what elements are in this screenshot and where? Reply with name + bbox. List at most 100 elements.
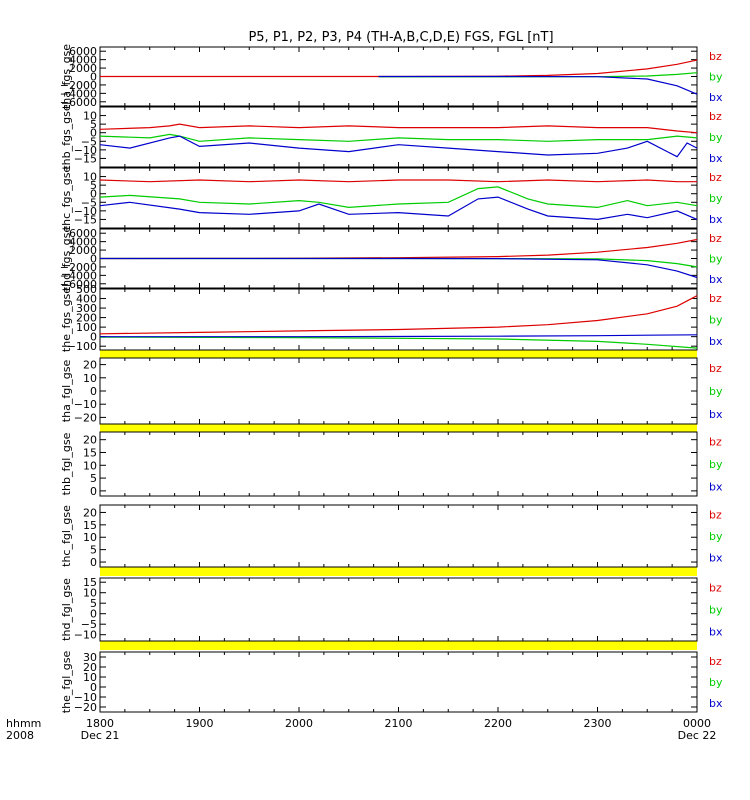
legend-bx: bx [709, 480, 723, 493]
legend-bz: bz [709, 171, 722, 184]
chart-title: P5, P1, P2, P3, P4 (TH-A,B,C,D,E) FGS, F… [248, 30, 553, 45]
x-tick-label: 2000 [285, 717, 313, 730]
y-tick-label: 5 [90, 472, 97, 485]
series-line-by [99, 336, 698, 349]
y-tick-label: −10 [74, 205, 97, 218]
y-tick-label: 20 [83, 661, 97, 674]
y-tick-label: 30 [83, 651, 97, 664]
y-tick-label: 4000 [69, 54, 97, 67]
y-tick-label: 100 [76, 321, 97, 334]
y-tick-label: −5 [81, 618, 97, 631]
y-tick-label: 10 [83, 671, 97, 684]
xaxis-left-sub: 2008 [6, 729, 34, 742]
legend-bz: bz [709, 50, 722, 63]
panel-ylabel: thd_fgs_gse [60, 226, 73, 292]
y-tick-label: 20 [83, 434, 97, 447]
y-tick-label: −2000 [60, 261, 97, 274]
x-tick-label: 2300 [584, 717, 612, 730]
legend-bz: bz [709, 655, 722, 668]
series-line-by [100, 257, 698, 268]
y-tick-label: 0 [90, 253, 97, 266]
panel-frame [99, 504, 698, 568]
x-tick-label: 0000 [683, 717, 711, 730]
legend-bx: bx [709, 697, 723, 710]
y-tick-label: 0 [90, 681, 97, 694]
legend-by: by [709, 676, 723, 689]
y-tick-label: −10 [74, 691, 97, 704]
y-tick-label: 2000 [69, 244, 97, 257]
x-tick-label: 2200 [484, 717, 512, 730]
panel-separator-band [100, 350, 697, 358]
series-line-bz [100, 59, 698, 78]
series-line-bz [99, 238, 698, 260]
y-tick-label: 5 [90, 597, 97, 610]
legend-bx: bx [709, 91, 723, 104]
y-tick-label: 0 [90, 331, 97, 344]
y-tick-label: 10 [83, 459, 97, 472]
y-tick-label: 10 [83, 110, 97, 123]
series-line-bz [99, 179, 697, 183]
y-tick-label: −15 [74, 152, 97, 165]
y-tick-label: 0 [90, 71, 97, 84]
y-tick-label: 10 [83, 171, 97, 184]
panel-ylabel: tha_fgl_gse [60, 360, 73, 423]
panel-ylabel: the_fgl_gse [60, 651, 73, 714]
y-tick-label: −4000 [60, 87, 97, 100]
legend-by: by [709, 71, 723, 84]
legend-bx: bx [709, 626, 723, 639]
series-line-bx [100, 334, 698, 338]
y-tick-label: 5 [90, 118, 97, 131]
legend-bx: bx [709, 552, 723, 565]
y-tick-label: 15 [83, 446, 97, 459]
y-tick-label: 0 [90, 608, 97, 621]
y-tick-label: −4000 [60, 269, 97, 282]
panel-separator-band [100, 567, 697, 576]
legend-bz: bz [709, 110, 722, 123]
series-line-by [99, 186, 698, 209]
y-tick-label: −100 [67, 340, 97, 353]
panel-ylabel: tha_fgs_gse [60, 44, 73, 109]
xaxis-left-label: hhmm [6, 717, 41, 730]
y-tick-label: 6000 [69, 45, 97, 58]
y-tick-label: 20 [83, 359, 97, 372]
y-tick-label: 20 [83, 506, 97, 519]
y-tick-label: 5 [90, 179, 97, 192]
x-tick-label: 1800 [86, 717, 114, 730]
y-tick-label: 2000 [69, 62, 97, 75]
legend-by: by [709, 192, 723, 205]
legend-bz: bz [709, 232, 722, 245]
series-line-bx [99, 196, 698, 221]
legend-by: by [709, 253, 723, 266]
panel-ylabel: thb_fgl_gse [60, 432, 73, 495]
legend-by: by [709, 530, 723, 543]
legend-by: by [709, 385, 723, 398]
y-tick-label: 0 [90, 556, 97, 569]
y-tick-label: 5 [90, 544, 97, 557]
y-tick-label: 10 [83, 531, 97, 544]
y-tick-label: −6000 [60, 96, 97, 109]
legend-by: by [709, 131, 723, 144]
legend-by: by [709, 314, 723, 327]
y-tick-label: −10 [74, 144, 97, 157]
y-tick-label: 200 [76, 312, 97, 325]
legend-bx: bx [709, 152, 723, 165]
panel-ylabel: the_fgs_gse [60, 287, 73, 352]
y-tick-label: −20 [74, 701, 97, 714]
panel-frame [99, 577, 698, 642]
series-line-bx [100, 257, 698, 279]
y-tick-label: −6000 [60, 278, 97, 291]
panel-separator-band [100, 424, 697, 432]
panel-separator-band [100, 641, 697, 650]
legend-bx: bx [709, 335, 723, 348]
series-line-bz [99, 295, 698, 335]
y-tick-label: 15 [83, 519, 97, 532]
legend-by: by [709, 604, 723, 617]
